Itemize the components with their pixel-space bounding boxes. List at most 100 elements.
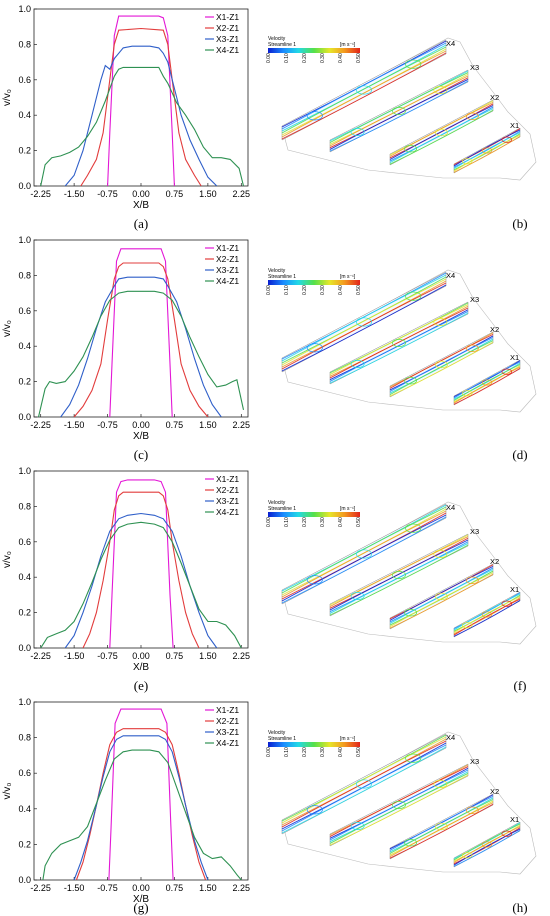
channel-outline (281, 731, 537, 875)
colorbar-tick: 0.50 (356, 517, 362, 527)
streamline (329, 79, 469, 150)
streamline (329, 311, 469, 382)
vortex-streamline (433, 318, 448, 326)
section-tag: X3 (470, 63, 479, 72)
legend-entry: X3-Z1 (216, 496, 239, 506)
streamline (329, 72, 469, 143)
vortex-streamline (435, 822, 448, 831)
panel-label: (d) (512, 447, 527, 462)
vortex-streamline (404, 377, 418, 385)
vortex-streamline (481, 611, 493, 618)
vortex-streamline (306, 111, 323, 121)
section-x2: X2 (389, 93, 499, 166)
colorbar-title: Velocity (268, 500, 286, 506)
series-line-x4-z1 (40, 521, 242, 648)
colorbar (268, 280, 360, 285)
x-tick-label: 1.50 (199, 189, 217, 199)
colorbar-title: Velocity (268, 730, 286, 736)
x-tick-label: 1.50 (199, 883, 217, 893)
vortex-streamline (501, 600, 513, 607)
streamline (453, 132, 521, 169)
x-tick-label: 0.75 (166, 189, 184, 199)
colorbar-title: Velocity (268, 268, 286, 274)
vortex-streamline (466, 112, 479, 120)
x-axis-label: X/B (133, 662, 149, 673)
x-axis-label: X/B (133, 894, 149, 905)
streamline (281, 506, 447, 594)
section-tag: X3 (470, 527, 479, 536)
streamline (453, 829, 521, 867)
vortex-streamline (481, 147, 493, 154)
section-x3: X3 (329, 757, 479, 847)
series-line-x1-z1 (108, 708, 174, 880)
streamline (389, 803, 494, 859)
streamline (329, 307, 469, 379)
streamline (281, 50, 447, 138)
streamline (389, 105, 494, 160)
x-tick-label: -2.25 (30, 651, 51, 661)
streamline (453, 824, 521, 862)
x-tick-label: -1.50 (64, 651, 85, 661)
y-tick-label: 0.4 (18, 110, 31, 120)
y-tick-label: 1.0 (18, 466, 31, 476)
line-chart-1: -2.25 -1.50 -0.75 0.00 0.75 1.50 2.25 0.0 0.2 0.4… (2, 235, 250, 462)
x-tick-label: -0.75 (97, 883, 118, 893)
colorbar-tick: 0.30 (320, 517, 326, 527)
vortex-streamline (355, 85, 373, 95)
colorbar-tick: 0.50 (356, 747, 362, 757)
section-x1: X1 (453, 585, 521, 638)
streamline (389, 340, 494, 396)
streamline (389, 108, 494, 164)
streamline (281, 284, 447, 372)
x-tick-label: 0.00 (132, 189, 150, 199)
colorbar-tick: 0.10 (284, 285, 290, 295)
colorbar-tick: 0.10 (284, 747, 290, 757)
series-line-x4-z1 (37, 290, 245, 417)
series-line-x3-z1 (64, 512, 218, 648)
streamline (389, 341, 494, 397)
y-axis-label: v/v₀ (2, 551, 13, 568)
streamline (453, 828, 521, 866)
streamline (281, 274, 447, 362)
section-x4: X4 (281, 271, 455, 373)
streamline (389, 109, 494, 165)
colorbar (268, 48, 360, 53)
streamline (453, 597, 521, 635)
panel-label: (h) (512, 900, 527, 915)
vortex-streamline (392, 801, 406, 809)
x-tick-label: 0.00 (132, 883, 150, 893)
section-tag: X4 (446, 733, 455, 742)
colorbar-tick: 0.40 (338, 747, 344, 757)
streamline (389, 337, 494, 392)
series-line-x2-z1 (80, 27, 202, 186)
colorbar-subtitle: Streamline 1 (268, 506, 296, 512)
legend-entry: X1-Z1 (216, 474, 239, 484)
section-x4: X4 (281, 733, 455, 835)
section-tag: X2 (490, 93, 499, 102)
y-tick-label: 0.6 (18, 75, 31, 85)
streamline (329, 774, 469, 846)
streamline (329, 543, 469, 614)
vortex-streamline (404, 145, 418, 153)
section-x4: X4 (281, 39, 455, 141)
streamline (329, 75, 469, 147)
x-tick-label: -2.25 (30, 420, 51, 430)
vortex-streamline (306, 343, 323, 353)
streamline (281, 46, 447, 134)
series-line-x3-z1 (60, 276, 222, 417)
colorbar-tick: 0.40 (338, 517, 344, 527)
vortex-streamline (306, 805, 323, 815)
section-x1: X1 (453, 815, 521, 868)
streamline (453, 593, 521, 631)
y-tick-label: 1.0 (18, 4, 31, 14)
colorbar-tick: 0.10 (284, 53, 290, 63)
channel-outline (281, 37, 537, 181)
x-axis-label: X/B (133, 431, 149, 442)
x-tick-label: 0.00 (132, 651, 150, 661)
streamline (281, 736, 447, 824)
series-line-x4-z1 (42, 749, 242, 880)
section-x3: X3 (329, 295, 479, 385)
vortex-streamline (405, 291, 422, 301)
